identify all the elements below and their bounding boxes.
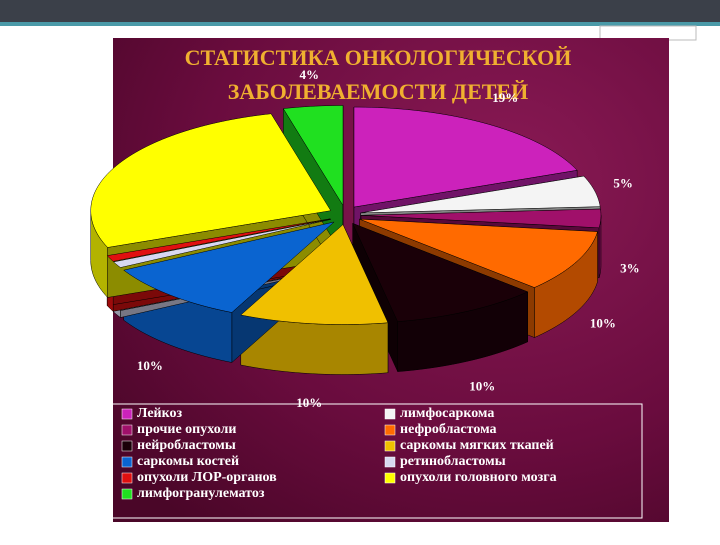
slice [359, 218, 598, 288]
legend-box [109, 403, 643, 519]
legend-label: нейробластомы [137, 438, 236, 453]
pie-tops [90, 105, 602, 325]
slice [352, 222, 529, 322]
legend-label: лимфогранулематоз [137, 486, 265, 501]
legend-label: саркомы костей [137, 454, 239, 469]
top-bar [0, 0, 720, 22]
legend-swatch [121, 456, 133, 468]
data-label: 10% [469, 379, 495, 394]
data-label: 10% [590, 316, 616, 331]
chart-title: ЗАБОЛЕВАЕМОСТИ ДЕТЕЙ [228, 79, 528, 104]
legend-swatch [384, 440, 396, 452]
legend-swatch [121, 488, 133, 500]
data-label: 19% [492, 90, 518, 105]
data-label: 10% [296, 395, 322, 410]
data-label: 10% [137, 358, 163, 373]
chart-title: СТАТИСТИКА ОНКОЛОГИЧЕСКОЙ [185, 45, 572, 70]
slice [123, 221, 335, 313]
data-label: 1% [74, 312, 94, 327]
data-label: 5% [613, 175, 633, 190]
slice [282, 105, 344, 207]
data-label: 4% [300, 67, 320, 82]
legend-swatch [384, 472, 396, 484]
slice [353, 106, 578, 208]
data-label: 27% [78, 142, 104, 157]
legend-swatch [121, 424, 133, 436]
legend-label: опухоли ЛОР-органов [137, 470, 277, 485]
legend-swatch [121, 440, 133, 452]
legend-swatch [384, 456, 396, 468]
legend-label: саркомы мягких ткапей [400, 438, 554, 453]
data-label: 1% [81, 320, 101, 335]
slice [106, 218, 331, 262]
top-stripe [0, 22, 720, 26]
legend-label: опухоли головного мозга [400, 470, 557, 485]
slice [240, 224, 389, 325]
slice [360, 208, 602, 229]
legend-label: нефробластома [400, 422, 497, 437]
slice [360, 175, 601, 214]
slice [113, 219, 331, 268]
legend-swatch [121, 408, 133, 420]
legend-swatch [384, 408, 396, 420]
data-label: 3% [620, 260, 640, 275]
pie-labels: 19% 5% 3% 10% 10% 10% 10% 1%1% 27% 4% [74, 67, 640, 410]
legend-label: прочие опухоли [137, 422, 236, 437]
legend-swatch [384, 424, 396, 436]
tab [599, 25, 697, 41]
legend-label: лимфосаркома [400, 406, 494, 421]
chart: СТАТИСТИКА ОНКОЛОГИЧЕСКОЙ ЗАБОЛЕВАЕМОСТИ… [74, 45, 643, 519]
legend-label: ретинобластомы [400, 454, 506, 469]
legend-swatch [121, 472, 133, 484]
legend-label: Лейкоз [137, 406, 182, 421]
slice [90, 113, 332, 248]
